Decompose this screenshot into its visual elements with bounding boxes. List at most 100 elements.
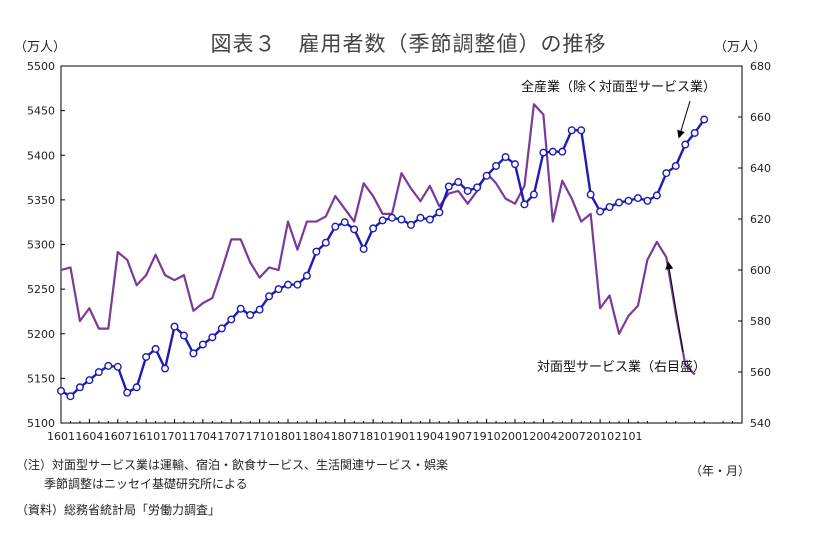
series-service-line — [60, 103, 696, 376]
series-total-point — [397, 215, 406, 224]
series-total-point — [321, 238, 330, 247]
x-axis-tick-label: 1907 — [444, 430, 472, 443]
series-total-point — [170, 322, 179, 331]
x-axis-tick-label: 2101 — [615, 430, 643, 443]
series-total-point — [643, 196, 652, 205]
series-total-point — [425, 215, 434, 224]
footnote-source: （資料）総務省統計局「労働力調査」 — [16, 503, 221, 517]
series-total-point — [350, 225, 359, 234]
series-total-point — [671, 161, 680, 170]
series-total-point — [265, 292, 274, 301]
series-total-point — [274, 285, 283, 294]
left-axis-tick-label: 5500 — [27, 60, 55, 73]
series-total-point — [520, 200, 529, 209]
series-total-point — [501, 153, 510, 162]
series-total-point — [454, 178, 463, 187]
series-total-point — [511, 160, 520, 169]
series-total-point — [189, 349, 198, 358]
series-total-point — [577, 126, 586, 135]
annotation-total-arrow — [677, 100, 691, 139]
series-total-point — [681, 140, 690, 149]
series-total-point — [312, 247, 321, 256]
x-axis-tick-label: 1704 — [189, 430, 217, 443]
series-total-point — [416, 213, 425, 222]
left-axis-tick-label: 5400 — [27, 149, 55, 162]
right-axis-tick-label: 660 — [750, 111, 771, 124]
series-total-point — [208, 333, 217, 342]
series-total-point — [605, 203, 614, 212]
series-total-point — [596, 207, 605, 216]
series-total-point — [142, 352, 151, 361]
series-total-point — [548, 147, 557, 156]
footnote-seasonal: 季節調整はニッセイ基礎研究所による — [44, 477, 248, 491]
series-total-point — [151, 344, 160, 353]
footnote-note: （注）対面型サービス業は運輸、宿泊・飲食サービス、生活関連サービス・娯楽 — [16, 458, 449, 472]
series-total-point — [615, 198, 624, 207]
left-axis-tick-label: 5300 — [27, 239, 55, 252]
right-axis-unit: （万人） — [714, 40, 767, 55]
x-axis-tick-label: 1607 — [104, 430, 132, 443]
series-total-point — [113, 362, 122, 371]
series-total-point — [463, 186, 472, 195]
x-axis-tick-label: 1604 — [75, 430, 103, 443]
series-total-point — [161, 364, 170, 373]
series-total-point — [132, 383, 141, 392]
series-total-point — [652, 191, 661, 200]
series-total-point — [246, 311, 255, 320]
series-total-point — [567, 126, 576, 135]
series-total-point — [198, 340, 207, 349]
series-total-point — [359, 244, 368, 253]
x-axis-tick-label: 2001 — [501, 430, 529, 443]
left-axis-tick-label: 5350 — [27, 194, 55, 207]
series-total-point — [662, 169, 671, 178]
left-axis-tick-label: 5100 — [27, 417, 55, 430]
series-total-point — [75, 383, 84, 392]
series-total-point — [492, 161, 501, 170]
x-axis-tick-label: 2007 — [558, 430, 586, 443]
x-axis-tick-label: 1910 — [473, 430, 501, 443]
x-axis-tick-label: 1801 — [274, 430, 302, 443]
series-total-point — [473, 183, 482, 192]
series-total-point — [302, 271, 311, 280]
series-total-point — [293, 280, 302, 289]
series-total-point — [104, 361, 113, 370]
series-total-point — [529, 190, 538, 199]
series-total-point — [435, 208, 444, 217]
left-axis-tick-label: 5450 — [27, 105, 55, 118]
series-total-point — [482, 171, 491, 180]
series-total-point — [444, 182, 453, 191]
right-axis-tick-label: 540 — [750, 417, 771, 430]
annotation-service-label: 対面型サービス業（右目盛） — [537, 359, 706, 375]
series-total-point — [690, 128, 699, 137]
x-axis-tick-label: 1904 — [416, 430, 444, 443]
x-axis-tick-label: 1804 — [302, 430, 330, 443]
left-axis-tick-label: 5250 — [27, 283, 55, 296]
x-axis-tick-label: 2010 — [586, 430, 614, 443]
x-axis-tick-label: 1710 — [246, 430, 274, 443]
right-axis-tick-label: 640 — [750, 162, 771, 175]
series-total-point — [85, 376, 94, 385]
series-total-point — [388, 213, 397, 222]
series-total-point — [369, 224, 378, 233]
series-total-point — [57, 386, 66, 395]
x-axis-tick-label: 1701 — [161, 430, 189, 443]
annotation-service-arrow — [665, 261, 684, 353]
series-total-point — [558, 147, 567, 156]
series-total-point — [66, 392, 75, 401]
x-axis-tick-label: 1707 — [217, 430, 245, 443]
x-axis-unit: （年・月） — [690, 464, 751, 478]
right-axis-tick-label: 680 — [750, 60, 771, 73]
chart-title: 図表３ 雇用者数（季節調整値）の推移 — [210, 32, 607, 56]
x-axis-tick-label: 1610 — [132, 430, 160, 443]
series-total-point — [539, 148, 548, 157]
series-total-point — [236, 304, 245, 313]
left-axis-tick-label: 5150 — [27, 372, 55, 385]
series-total-point — [586, 190, 595, 199]
x-axis-tick-label: 2004 — [529, 430, 557, 443]
series-total-point — [255, 305, 264, 314]
series-total-point — [378, 216, 387, 225]
series-total-point — [284, 280, 293, 289]
series-total-point — [227, 315, 236, 324]
left-axis-tick-label: 5200 — [27, 328, 55, 341]
